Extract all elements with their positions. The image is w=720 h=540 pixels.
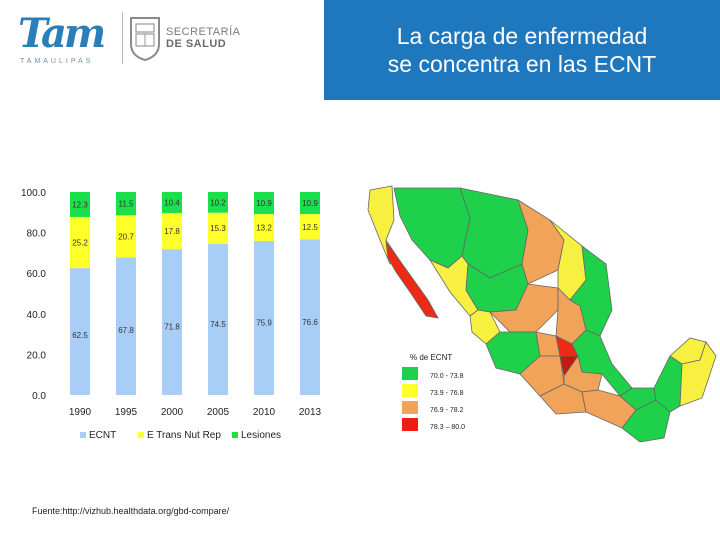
x-tick-label: 1990 [69,407,92,418]
bar-ecnt-2005 [208,243,228,395]
data-label: 17.8 [164,227,180,236]
map-legend-swatch-1 [402,367,418,380]
data-label: 76.6 [302,318,318,327]
bar-e-trans-nut-rep-2000 [162,213,182,250]
logo-divider [122,12,123,64]
map-legend-label-2: 73.9 - 76.8 [430,390,464,397]
bar-e-trans-nut-rep-2013 [300,214,320,240]
secretaria-de-salud-label: SECRETARÍA DE SALUD [166,26,240,50]
data-label: 15.3 [210,224,226,233]
map-region-quintana-roo [679,341,717,407]
map-legend-swatch-3 [402,401,418,414]
x-tick-label: 1995 [115,407,138,418]
map-region-baja-california-sur [385,240,439,319]
data-label: 12.5 [302,223,318,232]
x-tick-label: 2000 [161,407,184,418]
coat-of-arms-icon [130,17,160,62]
map-region-chihuahua [459,187,529,279]
legend-swatch-lesiones [232,432,238,438]
bar-e-trans-nut-rep-1990 [70,216,90,269]
bar-ecnt-2000 [162,249,182,395]
data-label: 10.9 [256,199,272,208]
bar-e-trans-nut-rep-2005 [208,212,228,244]
slide-title: La carga de enfermedad se concentra en l… [324,22,720,78]
legend-swatch-e-trans-nut-rep [138,432,144,438]
data-label: 10.9 [302,199,318,208]
x-tick-label: 2010 [253,407,276,418]
y-tick-label: 80.0 [27,229,47,240]
data-label: 13.2 [256,224,272,233]
map-legend: % de ECNT 70.0 - 73.8 73.9 - 76.8 76.9 -… [402,353,465,431]
map-legend-label-1: 70.0 - 73.8 [430,373,464,380]
slide-title-line-2: se concentra en las ECNT [387,51,657,77]
secretaria-line-2: DE SALUD [166,38,227,50]
map-legend-swatch-2 [402,384,418,397]
bar-ecnt-1995 [116,257,136,395]
bar-lesiones-2013 [300,192,320,215]
y-tick-label: 40.0 [27,310,47,321]
y-tick-label: 100.0 [21,188,46,199]
slide-title-line-1: La carga de enfermedad [396,23,648,49]
stacked-bar-chart: 0.0 20.0 40.0 60.0 80.0 100.0 62.5 25.2 12.3 1990… [21,188,322,441]
map-legend-swatch-4 [402,418,418,431]
legend-label-ecnt: ECNT [89,430,116,441]
data-label: 71.8 [164,322,180,331]
data-label: 25.2 [72,239,88,248]
source-note: Fuente:http://vizhub.healthdata.org/gbd-… [32,506,230,516]
tamaulipas-logo: Tam TAMAULIPAS [18,10,118,72]
map-region-michoacan [519,355,565,397]
map-regions [367,185,717,443]
y-tick-label: 60.0 [27,269,47,280]
data-label: 74.5 [210,320,226,329]
data-label: 10.4 [164,199,180,208]
title-banner: La carga de enfermedad se concentra en l… [324,0,720,100]
bar-e-trans-nut-rep-1995 [116,215,136,258]
x-tick-label: 2013 [299,407,322,418]
y-tick-label: 0.0 [32,391,46,402]
map-legend-label-4: 78.3 – 80.0 [430,424,465,431]
map-region-sonora [393,187,471,269]
secretaria-line-1: SECRETARÍA [166,26,241,38]
mexico-choropleth-map: % de ECNT 70.0 - 73.8 73.9 - 76.8 76.9 -… [367,185,717,443]
bar-lesiones-2005 [208,192,228,213]
data-label: 12.3 [72,200,88,209]
logo-subtext: TAMAULIPAS [20,58,94,65]
bar-lesiones-1990 [70,192,90,217]
logo-wordmark: Tam [18,10,106,57]
legend-swatch-ecnt [80,432,86,438]
data-label: 75.9 [256,319,272,328]
map-region-veracruz [571,329,633,397]
data-label: 67.8 [118,326,134,335]
bar-e-trans-nut-rep-2010 [254,214,274,241]
bar-lesiones-1995 [116,192,136,216]
x-tick-label: 2005 [207,407,230,418]
bar-ecnt-2010 [254,240,274,395]
legend-label-lesiones: Lesiones [241,430,281,441]
logo-wordmark-text: Tam [18,10,106,57]
bar-ecnt-1990 [70,268,90,395]
map-legend-label-3: 76.9 - 78.2 [430,407,464,414]
data-label: 62.5 [72,331,88,340]
bar-lesiones-2000 [162,192,182,214]
legend-label-e-trans-nut-rep: E Trans Nut Rep [147,430,221,441]
data-label: 20.7 [118,232,134,241]
bar-ecnt-2013 [300,239,320,395]
data-label: 10.2 [210,198,226,207]
y-tick-label: 20.0 [27,350,47,361]
map-legend-title: % de ECNT [410,353,452,362]
data-label: 11.5 [119,200,135,209]
bar-lesiones-2010 [254,192,274,215]
header: Tam TAMAULIPAS SECRETARÍA DE SALUD La ca… [0,0,720,100]
